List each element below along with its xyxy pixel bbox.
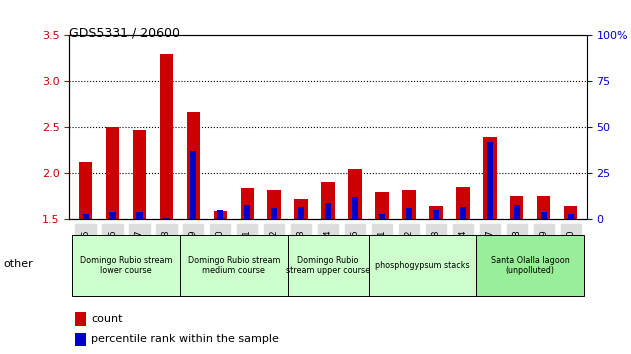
Bar (74, 333, 86, 346)
Bar (244, 205, 251, 219)
Bar (163, 218, 170, 219)
Bar (402, 190, 416, 219)
Text: count: count (91, 314, 122, 324)
Bar (268, 190, 281, 219)
Bar (74, 312, 86, 326)
Text: other: other (3, 259, 33, 269)
Bar (541, 212, 546, 219)
Bar (379, 214, 385, 219)
Bar (352, 198, 358, 219)
Bar (136, 212, 143, 219)
Bar (460, 207, 466, 219)
FancyBboxPatch shape (476, 235, 584, 296)
Bar (79, 162, 92, 219)
Bar (110, 212, 115, 219)
FancyBboxPatch shape (72, 235, 180, 296)
Bar (191, 152, 196, 219)
Bar (433, 210, 439, 219)
Bar (160, 54, 173, 219)
Bar (568, 214, 574, 219)
Text: percentile rank within the sample: percentile rank within the sample (91, 335, 279, 344)
Text: Santa Olalla lagoon
(unpolluted): Santa Olalla lagoon (unpolluted) (491, 256, 570, 275)
Bar (325, 203, 331, 219)
Bar (133, 130, 146, 219)
Bar (429, 206, 443, 219)
Bar (187, 112, 200, 219)
Bar (295, 199, 308, 219)
Text: Domingo Rubio stream
lower course: Domingo Rubio stream lower course (80, 256, 172, 275)
FancyBboxPatch shape (288, 235, 369, 296)
Bar (406, 209, 412, 219)
Bar (240, 188, 254, 219)
Text: GDS5331 / 20600: GDS5331 / 20600 (69, 27, 180, 40)
Bar (348, 169, 362, 219)
Bar (564, 206, 577, 219)
Bar (271, 209, 277, 219)
Bar (510, 195, 524, 219)
Bar (213, 211, 227, 219)
Bar (456, 187, 469, 219)
Text: phosphogypsum stacks: phosphogypsum stacks (375, 261, 469, 270)
FancyBboxPatch shape (180, 235, 288, 296)
FancyBboxPatch shape (369, 235, 476, 296)
Text: Domingo Rubio
stream upper course: Domingo Rubio stream upper course (286, 256, 370, 275)
Text: Domingo Rubio stream
medium course: Domingo Rubio stream medium course (187, 256, 280, 275)
Bar (83, 214, 88, 219)
Bar (483, 137, 497, 219)
Bar (537, 196, 550, 219)
Bar (487, 142, 493, 219)
Bar (375, 192, 389, 219)
Bar (321, 182, 335, 219)
Bar (514, 205, 520, 219)
Bar (298, 207, 304, 219)
Bar (106, 126, 119, 219)
Bar (217, 210, 223, 219)
